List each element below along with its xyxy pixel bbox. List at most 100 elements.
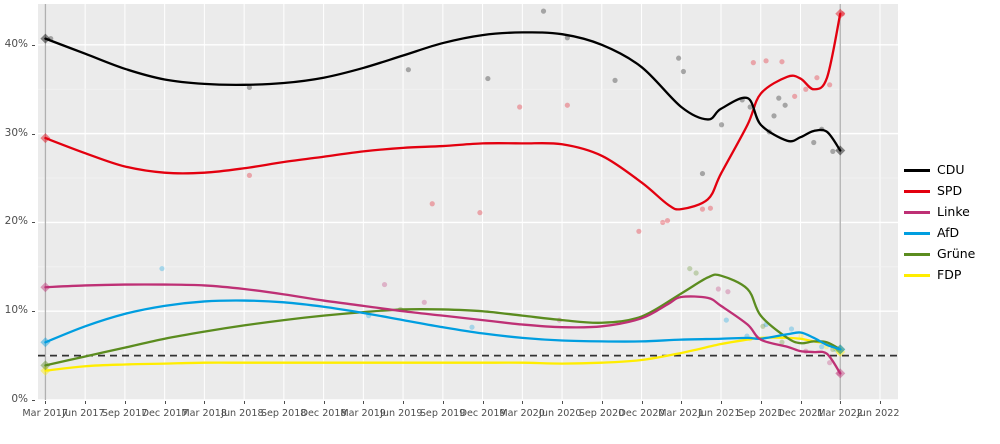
poll-point-Linke (421, 299, 427, 305)
poll-point-CDU (612, 77, 618, 83)
legend-swatch-Linke (904, 211, 930, 214)
poll-point-Linke (827, 360, 833, 366)
x-axis-tick-label: Sep 2021 (737, 408, 784, 419)
poll-point-SPD (707, 205, 714, 211)
x-axis-tick-label: Jun 2017 (62, 408, 105, 419)
y-axis-tick-label: 30% (4, 126, 28, 139)
poll-point-CDU (540, 8, 547, 14)
x-axis-tick-mark (124, 401, 126, 404)
x-axis-tick-label: Jun 2022 (856, 408, 900, 419)
x-axis-tick-label: Mar 2022 (817, 408, 863, 419)
trend-line-AfD (44, 299, 842, 351)
legend-item-CDU[interactable]: CDU (904, 160, 1000, 181)
x-axis-tick-mark (244, 401, 246, 404)
x-axis-tick-mark (879, 401, 881, 404)
trend-line-CDU (44, 31, 842, 152)
trend-line-Linke (44, 283, 842, 375)
poll-point-SPD (792, 93, 798, 99)
x-axis-tick-label: Jun 2021 (698, 408, 741, 419)
x-axis-tick-mark (641, 401, 643, 404)
x-axis-tick-label: Mar 2018 (181, 408, 227, 419)
poll-point-CDU (405, 67, 411, 73)
plot-area (38, 4, 898, 400)
poll-point-SPD (803, 86, 809, 92)
poll-point-SPD (750, 60, 756, 66)
poll-point-AfD (159, 265, 165, 272)
legend-swatch-SPD (904, 190, 930, 193)
legend-item-Linke[interactable]: Linke (904, 202, 1000, 223)
legend-swatch-AfD (904, 232, 930, 235)
x-axis-tick-label: Mar 2017 (22, 408, 68, 419)
y-axis-tick-mark (32, 222, 35, 224)
poll-point-SPD (246, 172, 253, 178)
poll-point-SPD (763, 58, 769, 64)
y-axis-tick-label: 20% (4, 215, 28, 228)
legend-label: Grüne (937, 246, 976, 262)
x-axis-tick-mark (204, 401, 206, 404)
legend-label: CDU (937, 162, 965, 178)
legend-swatch-FDP (904, 274, 930, 277)
x-axis-tick-label: Mar 2021 (658, 408, 704, 419)
x-axis-tick-mark (442, 401, 444, 404)
x-axis-tick-label: Sep 2020 (578, 408, 625, 419)
legend-item-FDP[interactable]: FDP (904, 265, 1000, 286)
poll-point-AfD (819, 344, 825, 350)
x-axis-tick-label: Dec 2018 (300, 408, 347, 419)
poll-point-Linke (715, 286, 721, 292)
legend-label: Linke (937, 204, 970, 220)
poll-point-SPD (827, 82, 833, 88)
poll-point-CDU (485, 75, 491, 82)
y-axis-tick-mark (32, 400, 35, 401)
legend-item-Grüne[interactable]: Grüne (904, 244, 1000, 265)
election-result-marker-SPD-0 (40, 133, 51, 144)
poll-point-SPD (429, 201, 435, 207)
x-axis-tick-mark (800, 401, 802, 404)
poll-point-Grüne (779, 339, 785, 345)
x-axis-tick-label: Mar 2019 (340, 408, 386, 419)
poll-point-Linke (725, 289, 731, 295)
legend-label: FDP (937, 267, 962, 283)
poll-point-CDU (246, 84, 253, 91)
x-axis-tick-label: Jun 2020 (539, 408, 582, 419)
poll-point-CDU (676, 55, 682, 61)
y-axis-tick-mark (32, 311, 35, 313)
poll-point-CDU (771, 113, 777, 119)
poll-point-SPD (699, 206, 706, 212)
poll-point-CDU (811, 139, 817, 146)
x-axis-tick-label: Jun 2018 (221, 408, 264, 419)
x-axis-tick-mark (323, 401, 325, 404)
x-axis-tick-label: Sep 2018 (260, 408, 307, 419)
y-axis-tick-mark (32, 44, 35, 46)
trend-line-SPD (44, 12, 842, 211)
poll-point-SPD (517, 104, 523, 110)
legend-label: AfD (937, 225, 960, 241)
poll-point-CDU (830, 148, 836, 154)
poll-point-CDU (776, 95, 782, 101)
x-axis-tick-mark (85, 401, 87, 404)
x-axis-tick-label: Dec 2017 (141, 408, 188, 419)
poll-point-Linke (381, 281, 388, 288)
election-result-marker-Linke-0 (40, 282, 51, 293)
legend-swatch-Grüne (904, 253, 930, 256)
trend-line-Grüne (44, 273, 842, 367)
election-result-marker-AfD-1 (835, 344, 846, 355)
election-result-marker-AfD-0 (40, 337, 51, 348)
x-axis-tick-label: Sep 2017 (101, 408, 148, 419)
legend-item-SPD[interactable]: SPD (904, 181, 1000, 202)
poll-point-Grüne (687, 265, 693, 272)
x-axis-tick-mark (760, 401, 762, 404)
x-axis-tick-label: Dec 2019 (459, 408, 506, 419)
y-axis-tick-label: 40% (4, 37, 28, 50)
poll-point-SPD (477, 210, 483, 216)
legend-item-AfD[interactable]: AfD (904, 223, 1000, 244)
y-axis-tick-label: 10% (4, 304, 28, 317)
election-result-marker-FDP-0 (40, 365, 51, 376)
poll-point-SPD (814, 75, 820, 81)
poll-point-AfD (723, 317, 729, 323)
poll-point-CDU (747, 104, 753, 110)
election-result-marker-Linke-1 (835, 368, 846, 379)
poll-point-CDU (718, 122, 725, 128)
poll-point-SPD (660, 219, 666, 226)
y-axis-tick-label: 0% (11, 393, 28, 405)
